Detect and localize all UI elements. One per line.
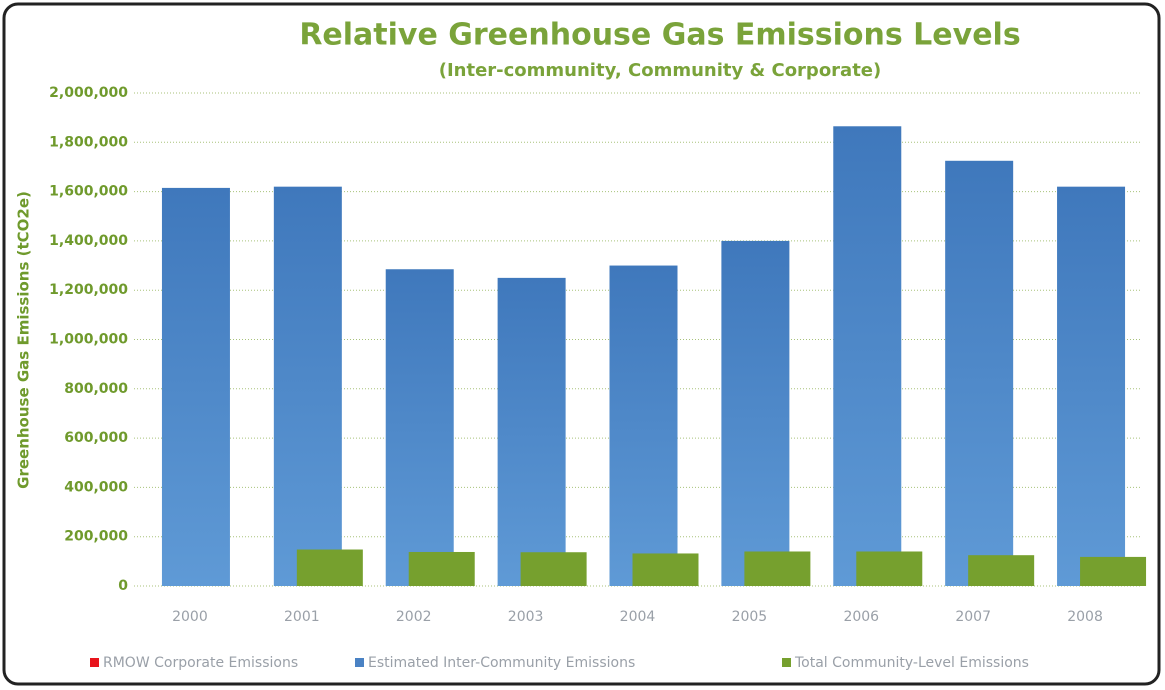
- x-tick-label: 2001: [284, 609, 320, 625]
- bar: [520, 552, 587, 586]
- bar: [945, 160, 1014, 586]
- chart-title: Relative Greenhouse Gas Emissions Levels: [299, 18, 1020, 53]
- x-tick-label: 2008: [1067, 609, 1103, 625]
- legend-swatch: [355, 658, 364, 667]
- x-tick-label: 2007: [955, 609, 991, 625]
- x-tick-label: 2002: [396, 609, 432, 625]
- x-tick-label: 2006: [843, 609, 879, 625]
- legend-label: Estimated Inter-Community Emissions: [368, 655, 635, 671]
- y-tick-label: 200,000: [64, 529, 128, 545]
- chart-subtitle: (Inter-community, Community & Corporate): [439, 60, 882, 81]
- bar: [497, 277, 566, 586]
- legend-swatch: [782, 658, 791, 667]
- legend-swatch: [90, 658, 99, 667]
- x-tick-label: 2000: [172, 609, 208, 625]
- y-tick-label: 0: [118, 578, 128, 594]
- x-tick-label: 2003: [508, 609, 544, 625]
- x-tick-label: 2005: [732, 609, 768, 625]
- bar: [296, 549, 363, 586]
- y-axis-label: Greenhouse Gas Emissions (tCO2e): [15, 191, 33, 489]
- y-tick-label: 1,000,000: [49, 332, 128, 348]
- bar: [273, 186, 342, 587]
- legend-label: Total Community-Level Emissions: [794, 655, 1029, 671]
- y-tick-label: 1,800,000: [49, 134, 128, 150]
- y-tick-label: 800,000: [64, 381, 128, 397]
- bar: [632, 553, 699, 586]
- y-tick-label: 600,000: [64, 430, 128, 446]
- bar: [1080, 556, 1147, 586]
- bar: [385, 269, 454, 586]
- legend-label: RMOW Corporate Emissions: [103, 655, 298, 671]
- y-tick-label: 2,000,000: [49, 85, 128, 101]
- bar: [721, 240, 790, 586]
- y-tick-label: 1,200,000: [49, 282, 128, 298]
- x-tick-label: 2004: [620, 609, 656, 625]
- bar: [609, 265, 678, 586]
- bar: [968, 555, 1035, 586]
- y-tick-label: 1,600,000: [49, 184, 128, 200]
- bar: [161, 187, 230, 586]
- bar: [1057, 186, 1126, 587]
- y-tick-label: 400,000: [64, 479, 128, 495]
- bar: [833, 126, 902, 586]
- bar: [856, 551, 923, 586]
- bar: [744, 551, 811, 586]
- y-tick-label: 1,400,000: [49, 233, 128, 249]
- bar: [408, 551, 475, 586]
